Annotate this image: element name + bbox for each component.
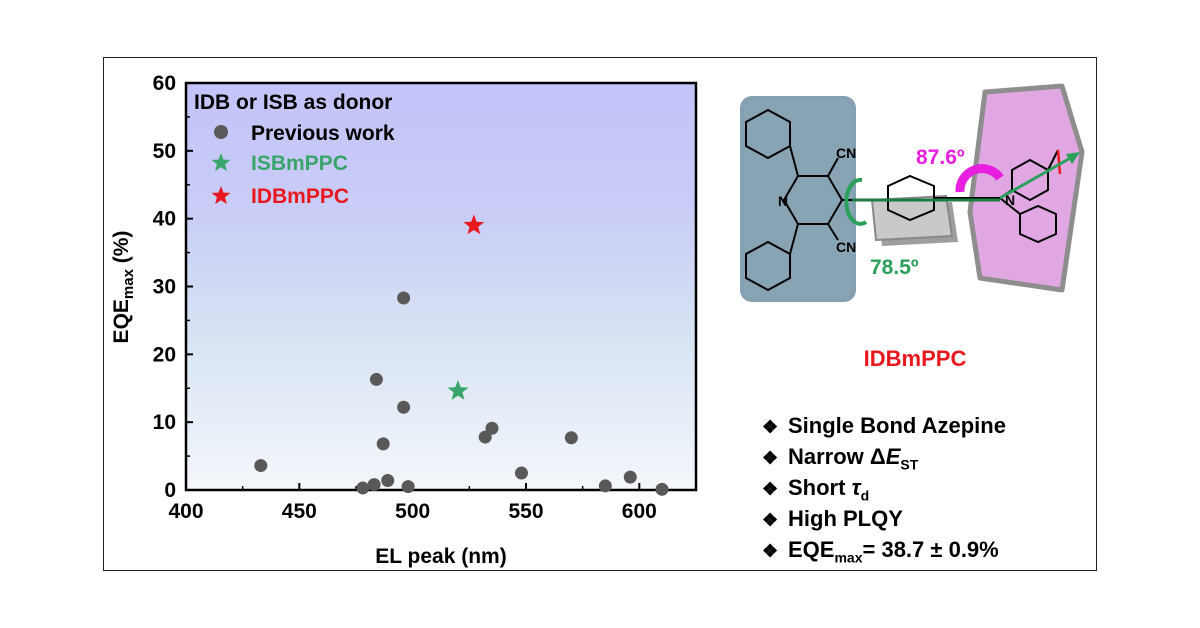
data-point-previous-work (485, 421, 499, 435)
legend-label-isbmppc: ISBmPPC (251, 152, 348, 175)
y-axis: 0 10 20 30 40 50 60 (153, 72, 193, 502)
highlight-plqy: ❖ High PLQY (762, 503, 1006, 534)
highlight-eqe: ❖ EQEmax= 38.7 ± 0.9% (762, 537, 999, 566)
x-axis-title: EL peak (nm) (375, 545, 506, 568)
data-points (254, 214, 669, 496)
data-point-previous-work (623, 470, 637, 484)
legend-label-previous: Previous work (251, 122, 395, 145)
data-point-previous-work (254, 459, 268, 473)
highlight-narrow-est: ❖ Narrow ΔEST (762, 444, 919, 473)
x-tick-label: 600 (622, 500, 657, 523)
data-point-previous-work (598, 479, 612, 493)
y-tick-label: 30 (153, 276, 176, 299)
data-point-previous-work (367, 478, 381, 492)
y-axis-title: EQEmax (%) (110, 231, 137, 344)
donor-angle-label: 87.6º (916, 146, 965, 169)
diamond-bullet-icon: ❖ (762, 510, 779, 530)
legend-title: IDB or ISB as donor (194, 91, 392, 114)
x-tick-label: 400 (168, 500, 203, 523)
diamond-bullet-icon: ❖ (762, 448, 779, 468)
x-tick-label: 450 (282, 500, 317, 523)
cn-bottom-label: CN (836, 239, 856, 255)
x-tick-label: 550 (508, 500, 543, 523)
data-point-previous-work (376, 437, 390, 451)
y-tick-label: 50 (153, 140, 176, 163)
figure-frame (103, 57, 1097, 571)
legend-label-idbmppc: IDBmPPC (251, 185, 349, 208)
data-point-previous-work (356, 481, 370, 495)
acceptor-angle-label: 78.5º (870, 256, 919, 279)
molecule-name: IDBmPPC (864, 346, 967, 371)
data-point-previous-work (401, 480, 415, 494)
data-point-previous-work (397, 400, 411, 414)
highlight-short-tau: ❖ Short τd (762, 475, 870, 504)
plot-area (184, 81, 698, 492)
legend-marker-previous (214, 125, 228, 139)
diamond-bullet-icon: ❖ (762, 541, 779, 561)
data-point-previous-work (397, 291, 411, 305)
legend-marker-idbmppc (211, 186, 231, 205)
y-tick-label: 10 (153, 411, 176, 434)
legend-marker-isbmppc (211, 153, 231, 172)
data-point-previous-work (369, 372, 383, 386)
y-tick-label: 60 (153, 72, 176, 95)
y-tick-label: 0 (164, 479, 176, 502)
data-point-previous-work (381, 474, 395, 488)
data-point-previous-work (564, 431, 578, 445)
y-tick-label: 40 (153, 208, 176, 231)
data-point-isbmppc (447, 380, 469, 400)
amine-n-label: N (1005, 192, 1015, 208)
diamond-bullet-icon: ❖ (762, 417, 779, 437)
legend: IDB or ISB as donor Previous work ISBmPP… (194, 91, 395, 208)
data-point-previous-work (478, 430, 492, 444)
x-tick-label: 500 (395, 500, 430, 523)
data-point-previous-work (514, 466, 528, 480)
cn-top-label: CN (836, 145, 856, 161)
highlight-azepine: ❖ Single Bond Azepine (762, 410, 1006, 441)
diamond-bullet-icon: ❖ (762, 479, 779, 499)
data-point-idbmppc (463, 214, 485, 235)
molecule-diagram: CN CN N N 87.6º 78.5º IDBmPPC (740, 83, 1085, 371)
data-point-previous-work (655, 482, 669, 496)
donor-plate (967, 83, 1085, 293)
x-axis: 400 450 500 550 600 (168, 483, 657, 523)
highlights-list: ❖ Single Bond Azepine ❖ Narrow ΔEST ❖ Short… (762, 410, 1006, 565)
y-tick-label: 20 (153, 343, 176, 366)
pyridine-n-label: N (778, 193, 788, 209)
